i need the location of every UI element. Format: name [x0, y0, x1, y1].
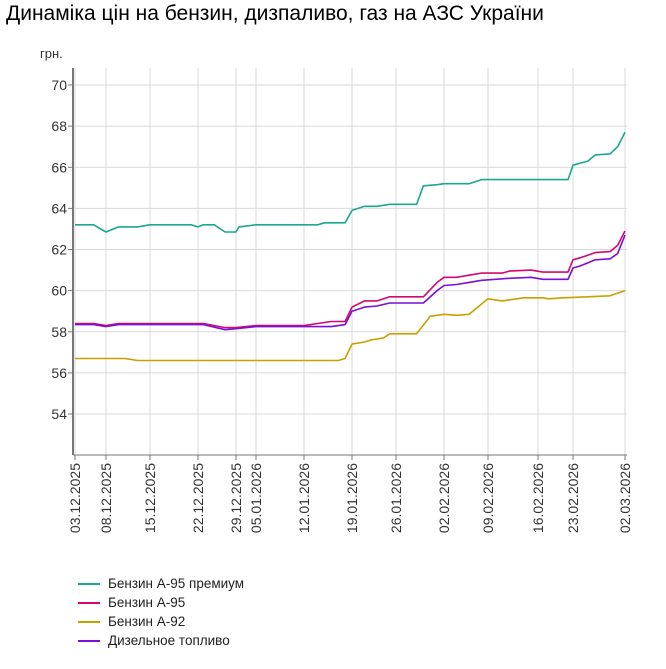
- legend-item: Бензин А-92: [78, 612, 244, 631]
- x-tick-label: 05.01.2026: [248, 463, 264, 533]
- y-tick-label: 62: [51, 242, 67, 258]
- legend-label: Бензин А-92: [108, 614, 186, 629]
- y-tick-label: 60: [51, 283, 67, 299]
- legend-swatch: [78, 601, 100, 604]
- legend-item: Бензин А-95 премиум: [78, 574, 244, 593]
- y-tick-label: 70: [51, 77, 67, 93]
- legend-label: Дизельное топливо: [108, 633, 230, 648]
- legend-label: Бензин А-95: [108, 595, 186, 610]
- x-tick-label: 03.12.2025: [67, 463, 83, 533]
- legend-swatch: [78, 620, 100, 623]
- y-tick-label: 68: [51, 118, 67, 134]
- chart-title: Динаміка цін на бензин, дизпаливо, газ н…: [6, 2, 544, 25]
- legend-item: Дизельное топливо: [78, 631, 244, 650]
- series-line-2: [75, 230, 626, 329]
- y-tick-label: 54: [51, 406, 67, 422]
- x-tick-label: 08.12.2025: [98, 463, 114, 533]
- y-tick-label: 56: [51, 365, 67, 381]
- x-tick-label: 22.12.2025: [190, 463, 206, 533]
- x-tick-label: 15.12.2025: [142, 463, 158, 533]
- legend: Бензин А-95 премиум Бензин А-95 Бензин А-9…: [78, 574, 244, 650]
- x-tick-label: 12.01.2026: [296, 463, 312, 533]
- y-tick-label: 58: [51, 324, 67, 340]
- x-tick-label: 02.02.2026: [436, 463, 452, 533]
- x-tick-label: 02.03.2026: [617, 463, 633, 533]
- y-tick-label: 64: [51, 200, 67, 216]
- y-tick-label: 66: [51, 159, 67, 175]
- x-tick-label: 09.02.2026: [480, 463, 496, 533]
- series-line-1: [75, 131, 626, 233]
- legend-item: Бензин А-95: [78, 593, 244, 612]
- x-tick-label: 29.12.2025: [228, 463, 244, 533]
- legend-swatch: [78, 582, 100, 585]
- x-tick-label: 26.01.2026: [388, 463, 404, 533]
- series-line-4: [75, 234, 626, 331]
- x-tick-label: 23.02.2026: [565, 463, 581, 533]
- series-line-3: [75, 289, 626, 362]
- x-tick-label: 16.02.2026: [530, 463, 546, 533]
- x-tick-label: 19.01.2026: [344, 463, 360, 533]
- legend-label: Бензин А-95 премиум: [108, 576, 245, 591]
- y-axis-label: грн.: [40, 46, 63, 61]
- legend-swatch: [78, 639, 100, 642]
